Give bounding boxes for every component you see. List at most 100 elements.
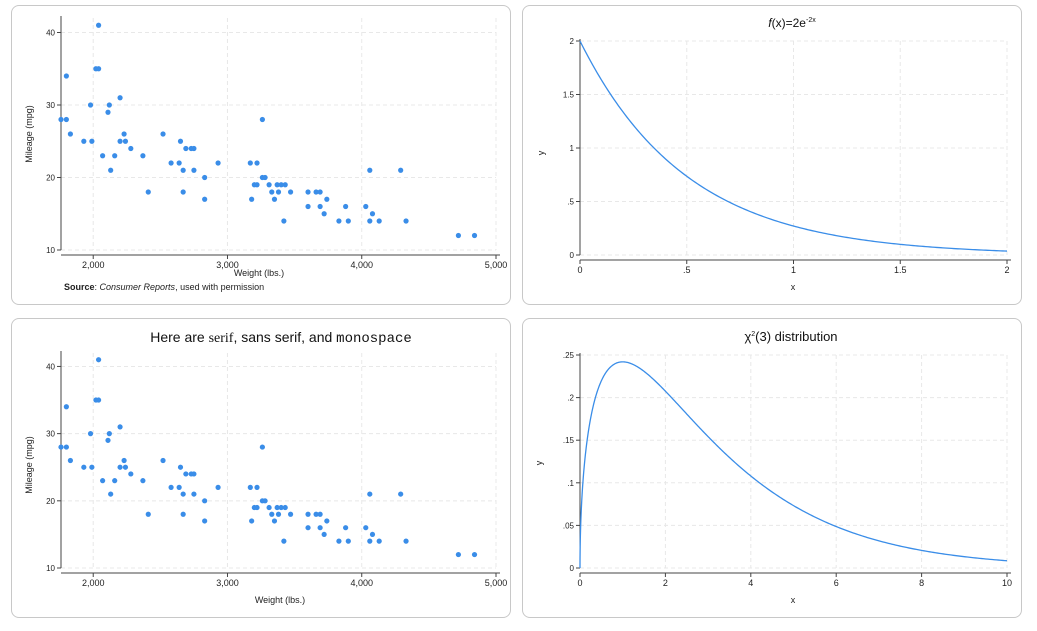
- y-tick-label: 1: [570, 144, 575, 153]
- data-point: [471, 551, 478, 558]
- x-tick-label: 5,000: [485, 260, 508, 270]
- data-point: [266, 182, 272, 188]
- data-point: [247, 160, 253, 166]
- data-point: [63, 404, 69, 410]
- x-tick-label: 1: [791, 265, 796, 275]
- x-tick-label: 10: [1002, 578, 1012, 588]
- y-tick-label: 20: [46, 174, 55, 183]
- title-prefix: Here are: [150, 329, 208, 345]
- data-point: [324, 518, 330, 524]
- data-point: [95, 22, 102, 28]
- source-note-sep: :: [95, 282, 100, 292]
- data-point: [191, 145, 197, 152]
- data-point: [259, 444, 265, 450]
- data-point: [63, 73, 69, 79]
- y-axis-label: Mileage (mpg): [24, 105, 34, 163]
- data-point: [145, 511, 151, 517]
- data-point: [336, 538, 342, 544]
- data-point: [183, 145, 189, 152]
- x-tick-label: 0: [577, 265, 582, 275]
- title-rest: (3) distribution: [755, 329, 837, 344]
- data-point: [160, 131, 166, 137]
- data-point: [254, 182, 260, 188]
- x-tick-label: 6: [834, 578, 839, 588]
- data-point: [455, 232, 462, 239]
- data-point: [376, 538, 382, 544]
- data-point: [345, 218, 351, 224]
- data-point: [202, 518, 208, 524]
- title-middle: , sans serif, and: [233, 329, 336, 345]
- data-point: [177, 138, 184, 144]
- source-note-label: Source: [64, 282, 95, 292]
- line-chart-chi-square: 0 2 4 6 8 100.05.1.15.2.25 χ2(3) distribution…: [534, 329, 1012, 605]
- data-point: [112, 153, 118, 159]
- line-chart-exponential: 0 .5 1 1.5 2 0 .5 1 1.5 2 f(x)=2e-2x x y: [536, 16, 1011, 292]
- x-tick-label: .5: [683, 265, 691, 275]
- x-tick-label: 0: [577, 578, 582, 588]
- x-tick-label: 4,000: [350, 578, 373, 588]
- data-point: [278, 504, 284, 511]
- series-line: [579, 40, 1008, 252]
- plot-grid: [579, 354, 1008, 569]
- y-tick-label: 40: [46, 362, 55, 371]
- x-axis-label: Weight (lbs.): [255, 595, 305, 605]
- data-point: [274, 504, 280, 511]
- data-point: [105, 109, 111, 115]
- data-point: [287, 189, 294, 195]
- y-tick-label: 0: [570, 251, 575, 260]
- data-point: [369, 211, 376, 217]
- data-point: [191, 471, 197, 477]
- data-point: [305, 525, 311, 531]
- data-point: [367, 538, 373, 544]
- data-point: [317, 189, 323, 195]
- data-point: [128, 471, 134, 477]
- data-point: [367, 218, 373, 224]
- data-point: [202, 196, 208, 202]
- data-point: [117, 424, 123, 430]
- data-point: [140, 478, 146, 484]
- data-point: [106, 102, 112, 108]
- y-tick-label: .05: [563, 521, 575, 530]
- chart-title: χ2(3) distribution: [744, 329, 837, 344]
- data-point: [317, 203, 323, 210]
- data-point: [176, 484, 182, 490]
- data-point: [215, 160, 221, 166]
- chart-panel-fonts-scatter: 2,000 3,000 4,000 5,000 10 20 30 40 Here are se…: [11, 318, 511, 618]
- data-point: [343, 203, 349, 210]
- x-tick-label: 8: [919, 578, 924, 588]
- title-serif-word: serif: [209, 331, 234, 346]
- data-point: [100, 478, 106, 484]
- data-point: [106, 431, 112, 437]
- data-point: [112, 478, 118, 484]
- x-tick-label: 4: [748, 578, 753, 588]
- data-point: [363, 203, 369, 210]
- data-point: [254, 160, 260, 166]
- y-tick-label: 40: [46, 29, 55, 38]
- data-point: [87, 431, 94, 437]
- data-point: [281, 218, 287, 224]
- data-point: [278, 182, 284, 188]
- plot-marks: [579, 40, 1008, 252]
- data-point: [121, 457, 127, 464]
- data-point: [313, 189, 319, 195]
- y-tick-label: 2: [570, 37, 575, 46]
- data-point: [63, 444, 69, 450]
- data-point: [249, 196, 255, 202]
- data-point: [191, 491, 197, 497]
- data-point: [403, 218, 409, 224]
- data-point: [63, 116, 69, 123]
- data-point: [247, 484, 253, 490]
- data-point: [176, 160, 182, 166]
- data-point: [95, 66, 102, 72]
- data-point: [122, 464, 129, 470]
- data-point: [168, 160, 174, 166]
- data-point: [275, 511, 282, 517]
- data-point: [269, 511, 275, 517]
- x-tick-label: 2,000: [82, 578, 105, 588]
- title-chi-symbol: χ: [744, 329, 751, 344]
- data-point: [95, 397, 102, 403]
- data-point: [321, 211, 327, 217]
- chart-panel-exponential: 0 .5 1 1.5 2 0 .5 1 1.5 2 f(x)=2e-2x x y: [522, 5, 1022, 305]
- data-point: [367, 167, 373, 173]
- plot-grid: [61, 353, 497, 569]
